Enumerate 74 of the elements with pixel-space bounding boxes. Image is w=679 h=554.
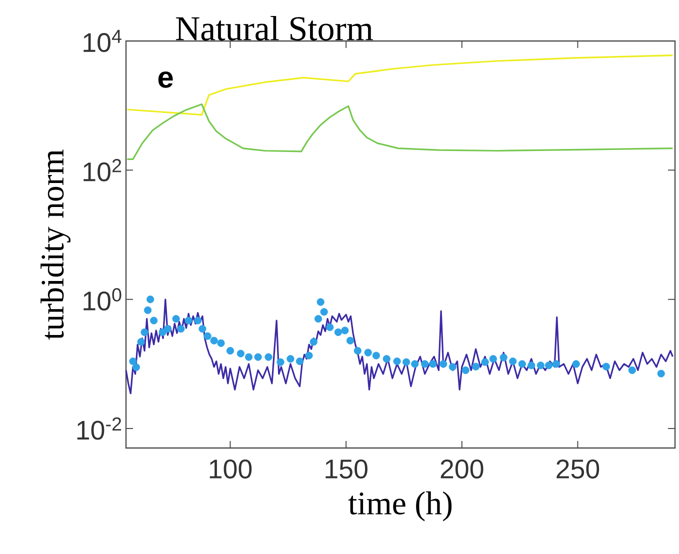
point <box>544 362 553 370</box>
point <box>305 352 313 360</box>
y-tick-label: 10$^{4}$ <box>84 30 122 52</box>
point <box>264 353 272 361</box>
point <box>657 370 665 378</box>
point <box>236 350 244 358</box>
y-tick-label: 10$^{-2}$ <box>77 417 122 440</box>
point <box>177 325 185 333</box>
point <box>472 362 480 370</box>
point <box>132 363 140 372</box>
point <box>334 328 342 336</box>
point <box>326 323 334 332</box>
point <box>402 358 410 366</box>
point <box>254 353 262 361</box>
point <box>354 346 362 355</box>
point <box>518 360 526 368</box>
point <box>184 316 192 324</box>
y-axis-title: turbidity norm <box>40 150 70 340</box>
point <box>194 316 202 324</box>
point <box>382 355 390 363</box>
line-series <box>125 298 674 394</box>
x-tick-label: 200 <box>440 460 484 479</box>
point <box>572 360 580 368</box>
x-tick-label: 250 <box>556 460 600 479</box>
point <box>198 325 206 333</box>
point <box>140 328 148 336</box>
point <box>421 360 429 368</box>
point <box>462 366 470 374</box>
x-tick-label: 100 <box>210 460 252 479</box>
point <box>296 357 304 366</box>
point <box>509 357 517 366</box>
line-series <box>126 54 674 116</box>
point <box>286 355 294 363</box>
point <box>316 298 324 306</box>
point <box>276 358 284 366</box>
point <box>481 358 489 366</box>
point <box>536 362 544 370</box>
point <box>210 336 218 344</box>
point <box>144 306 152 314</box>
y-tick-label: 10$^{0}$ <box>84 288 122 311</box>
point <box>137 338 145 346</box>
point <box>204 332 212 340</box>
x-axis-title: time (h) <box>348 491 452 522</box>
point <box>528 362 536 370</box>
point <box>552 360 560 368</box>
point <box>164 325 172 333</box>
point <box>226 346 234 355</box>
point <box>500 354 508 362</box>
point <box>429 360 437 368</box>
x-tick-label: 150 <box>326 460 368 479</box>
y-tick-label: 10$^{2}$ <box>84 158 122 182</box>
point <box>146 296 154 304</box>
point <box>346 336 354 344</box>
point <box>602 362 610 370</box>
point <box>310 338 318 346</box>
point <box>372 352 380 360</box>
point <box>628 366 636 374</box>
point <box>341 326 349 334</box>
point <box>129 357 137 366</box>
point <box>489 355 497 363</box>
point <box>244 353 253 361</box>
point <box>150 316 158 324</box>
point <box>393 357 401 366</box>
point <box>364 348 372 356</box>
point <box>411 360 419 368</box>
point <box>314 315 322 323</box>
point <box>448 363 456 371</box>
point <box>320 308 328 316</box>
point <box>217 339 225 347</box>
line-series <box>126 103 674 160</box>
chart-title: Natural Storm <box>176 16 373 40</box>
point <box>440 360 448 368</box>
annotation: e <box>158 71 173 88</box>
point <box>172 315 180 323</box>
